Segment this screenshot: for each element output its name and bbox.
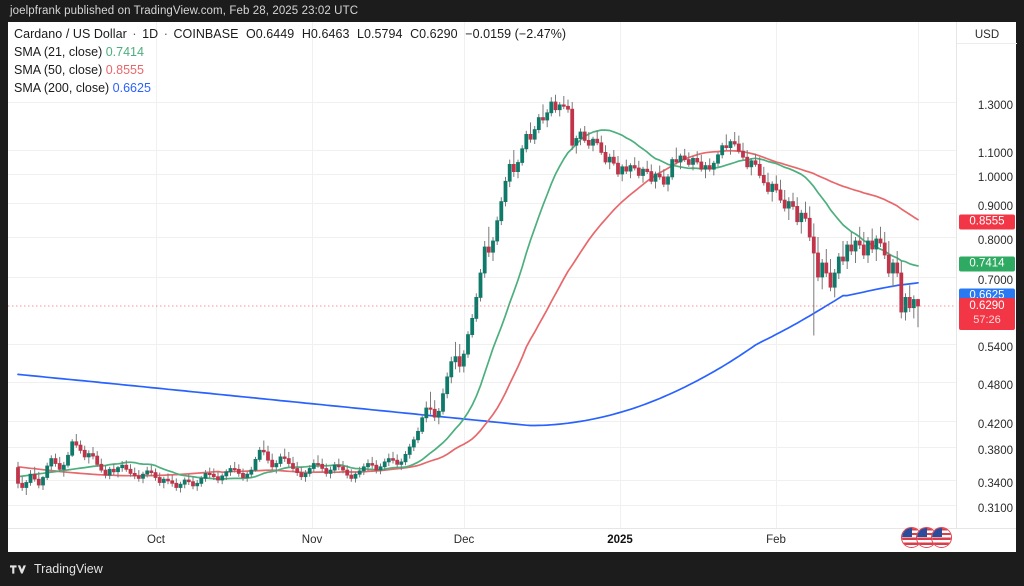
tradingview-logo-icon: [10, 564, 26, 574]
price-axis-tick: 0.4200: [977, 419, 1013, 431]
price-axis-tick: 0.8000: [977, 235, 1013, 247]
candlestick-canvas: [8, 22, 956, 528]
bar-countdown: 57:26: [973, 314, 1001, 326]
time-axis-tick: 2025: [607, 534, 633, 546]
price-axis-tick: 0.3400: [977, 478, 1013, 490]
time-axis-tick: Oct: [147, 534, 165, 546]
chart-plot-area[interactable]: [8, 22, 956, 528]
publisher-bar: joelpfrank published on TradingView.com,…: [0, 0, 1024, 22]
time-axis-tick: Feb: [766, 534, 786, 546]
price-axis-tick: 0.9000: [977, 201, 1013, 213]
footer-brand-text: TradingView: [34, 562, 103, 576]
price-axis-tick: 0.5400: [977, 342, 1013, 354]
sma50-price-badge: 0.8555: [959, 214, 1015, 230]
price-axis-tick: 0.7000: [977, 275, 1013, 287]
price-axis-tick: 0.3100: [977, 503, 1013, 515]
last-price-badge: 0.6290 57:26: [959, 298, 1015, 330]
time-axis-tick: Nov: [301, 534, 323, 546]
price-axis[interactable]: USD 1.3000 1.1000 1.0000 0.9000 0.8000 0.7000…: [956, 22, 1017, 543]
price-axis-tick: 1.3000: [977, 100, 1013, 112]
price-axis-tick: 0.4800: [977, 380, 1013, 392]
time-axis-tick: Dec: [453, 534, 475, 546]
time-axis[interactable]: OctNovDec2025FebMar: [8, 528, 1016, 552]
us-flag-event-marker[interactable]: [931, 527, 952, 548]
currency-label: USD: [957, 26, 1017, 44]
price-axis-tick: 0.3800: [977, 445, 1013, 457]
publisher-text: joelpfrank published on TradingView.com,…: [10, 5, 359, 17]
price-axis-tick: 1.0000: [977, 172, 1013, 184]
footer-branding: TradingView: [10, 562, 103, 576]
price-axis-tick: 1.1000: [977, 148, 1013, 160]
last-price-value: 0.6290: [969, 300, 1005, 312]
candles: [16, 94, 920, 495]
chart-frame: Cardano / US Dollar · 1D · COINBASE O0.6…: [8, 22, 1017, 552]
sma21-price-badge: 0.7414: [959, 256, 1015, 272]
